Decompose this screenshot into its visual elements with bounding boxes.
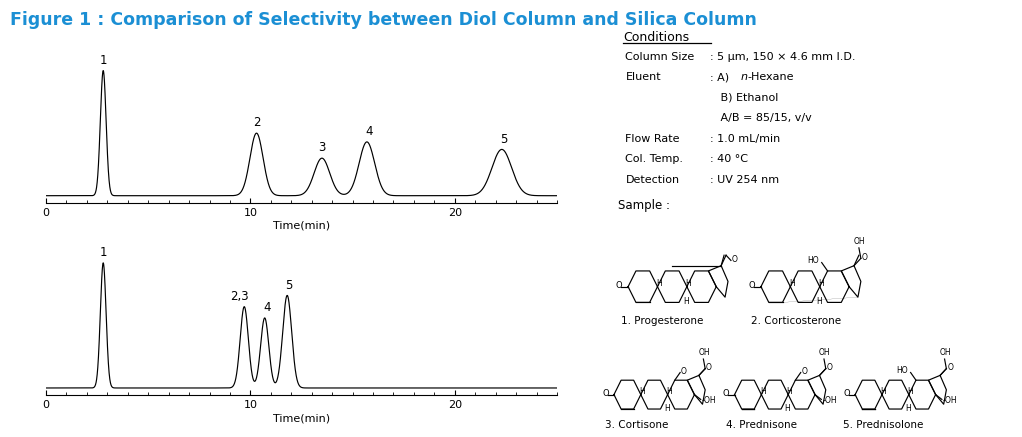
Text: : 5 μm, 150 × 4.6 mm I.D.: : 5 μm, 150 × 4.6 mm I.D. bbox=[710, 52, 855, 62]
Text: O: O bbox=[732, 255, 737, 264]
Text: -Hexane: -Hexane bbox=[747, 72, 793, 82]
Text: HO: HO bbox=[807, 256, 820, 265]
Text: : 1.0 mL/min: : 1.0 mL/min bbox=[710, 134, 781, 144]
Text: OH: OH bbox=[939, 348, 951, 357]
Text: Conditions: Conditions bbox=[623, 31, 690, 44]
Text: 2. Corticosterone: 2. Corticosterone bbox=[751, 316, 841, 326]
Text: O: O bbox=[801, 367, 807, 376]
Text: Figure 1 : Comparison of Selectivity between Diol Column and Silica Column: Figure 1 : Comparison of Selectivity bet… bbox=[10, 11, 757, 29]
Text: H: H bbox=[666, 387, 671, 396]
Text: B) Ethanol: B) Ethanol bbox=[710, 93, 779, 103]
Text: O: O bbox=[602, 389, 609, 398]
Text: 3. Cortisone: 3. Cortisone bbox=[605, 420, 668, 430]
Text: : 40 °C: : 40 °C bbox=[710, 154, 748, 164]
Text: -OH: -OH bbox=[942, 396, 958, 405]
Text: H: H bbox=[639, 387, 645, 396]
Text: H: H bbox=[905, 404, 911, 413]
Text: O: O bbox=[843, 389, 850, 398]
Text: H: H bbox=[686, 279, 691, 288]
Text: H: H bbox=[908, 387, 913, 396]
Text: H: H bbox=[759, 387, 765, 396]
Text: 4. Prednisone: 4. Prednisone bbox=[726, 420, 796, 430]
Text: O: O bbox=[827, 363, 833, 372]
Text: H: H bbox=[819, 279, 824, 288]
Text: Eluent: Eluent bbox=[625, 72, 661, 82]
Text: 1: 1 bbox=[99, 246, 107, 259]
Text: O: O bbox=[723, 389, 730, 398]
Text: 3: 3 bbox=[318, 142, 326, 154]
Text: 5: 5 bbox=[285, 279, 293, 291]
Text: 2,3: 2,3 bbox=[230, 290, 248, 303]
Text: 2: 2 bbox=[252, 116, 261, 129]
Text: 4: 4 bbox=[263, 301, 271, 314]
Text: Inertsil Diol: Inertsil Diol bbox=[262, 250, 341, 264]
Text: A/B = 85/15, v/v: A/B = 85/15, v/v bbox=[710, 113, 812, 123]
Text: Col. Temp.: Col. Temp. bbox=[625, 154, 684, 164]
Text: OH: OH bbox=[854, 237, 866, 246]
Text: O: O bbox=[681, 367, 687, 376]
Text: 5: 5 bbox=[500, 133, 508, 146]
Text: Detection: Detection bbox=[625, 175, 680, 185]
Text: OH: OH bbox=[819, 348, 831, 357]
Text: n: n bbox=[741, 72, 748, 82]
Text: H: H bbox=[789, 279, 795, 288]
Text: H: H bbox=[880, 387, 886, 396]
Text: HO: HO bbox=[896, 366, 909, 375]
Text: : A): : A) bbox=[710, 72, 733, 82]
Text: Sample :: Sample : bbox=[618, 199, 670, 212]
Text: 4: 4 bbox=[365, 125, 373, 138]
Text: 1. Progesterone: 1. Progesterone bbox=[621, 316, 704, 326]
Text: O: O bbox=[615, 281, 622, 290]
Text: O: O bbox=[706, 363, 712, 372]
Text: O: O bbox=[862, 253, 868, 262]
Text: H: H bbox=[683, 297, 689, 306]
Text: H: H bbox=[664, 404, 669, 413]
Text: H: H bbox=[816, 297, 822, 306]
Text: 5. Prednisolone: 5. Prednisolone bbox=[843, 420, 924, 430]
Text: Flow Rate: Flow Rate bbox=[625, 134, 680, 144]
Text: O: O bbox=[748, 281, 755, 290]
Text: O: O bbox=[947, 363, 954, 372]
Text: H: H bbox=[785, 404, 790, 413]
Text: Column Size: Column Size bbox=[625, 52, 695, 62]
Text: : UV 254 nm: : UV 254 nm bbox=[710, 175, 780, 185]
Text: H: H bbox=[787, 387, 792, 396]
Text: OH: OH bbox=[698, 348, 710, 357]
Text: 1: 1 bbox=[99, 54, 107, 67]
X-axis label: Time(min): Time(min) bbox=[273, 413, 330, 423]
X-axis label: Time(min): Time(min) bbox=[273, 221, 330, 231]
Text: -OH: -OH bbox=[822, 396, 837, 405]
Text: -OH: -OH bbox=[701, 396, 716, 405]
Text: H: H bbox=[656, 279, 662, 288]
